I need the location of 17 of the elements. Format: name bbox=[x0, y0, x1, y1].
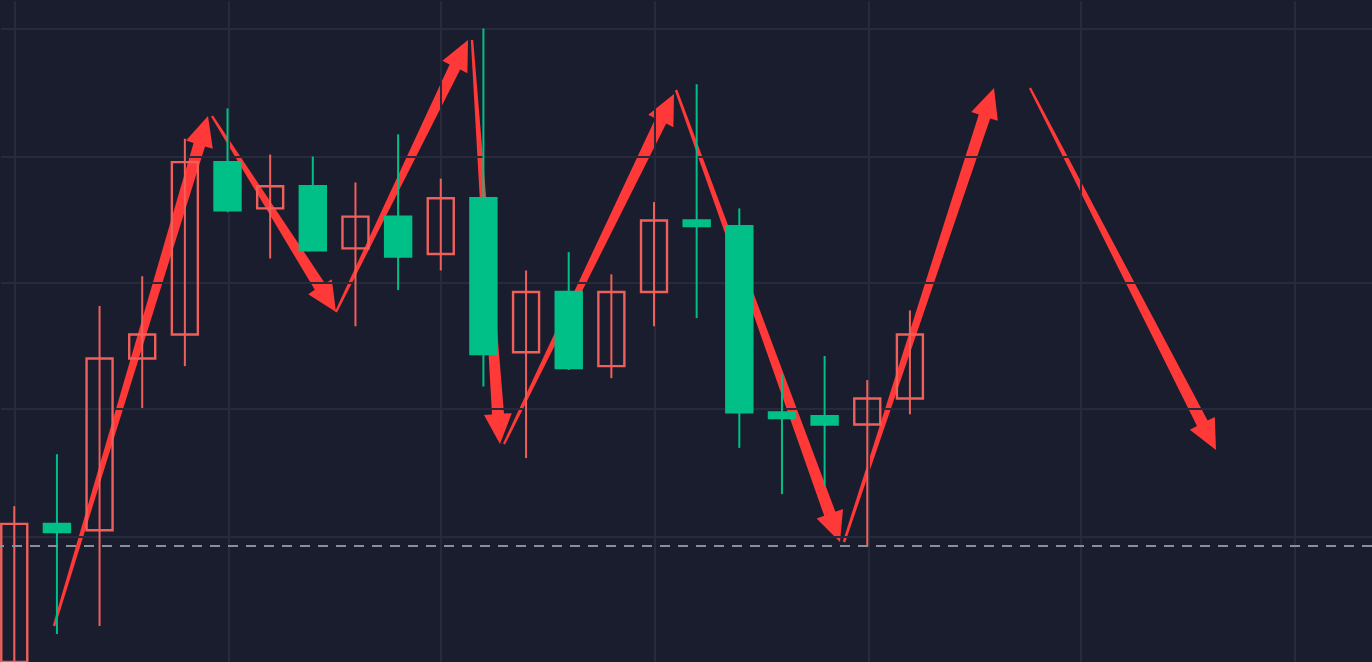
candlestick bbox=[853, 379, 882, 548]
candlestick bbox=[42, 453, 72, 636]
candlestick bbox=[128, 275, 157, 409]
candlestick bbox=[767, 373, 797, 496]
candlestick bbox=[85, 304, 114, 627]
candlestick bbox=[383, 133, 413, 292]
candlestick bbox=[895, 309, 925, 416]
candlestick bbox=[597, 273, 626, 380]
candlestick bbox=[341, 181, 370, 328]
candlestick bbox=[426, 177, 455, 272]
candlestick bbox=[810, 355, 839, 487]
candlestick bbox=[639, 201, 669, 328]
candlestick bbox=[0, 505, 29, 662]
candlestick bbox=[682, 83, 711, 320]
candlestick bbox=[511, 269, 541, 460]
candlestick bbox=[255, 153, 285, 260]
candlestick bbox=[170, 137, 200, 368]
